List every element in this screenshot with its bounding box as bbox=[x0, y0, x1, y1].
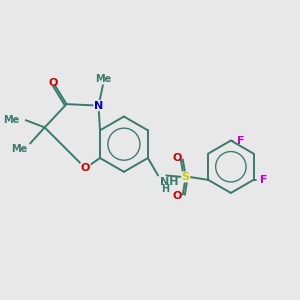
Text: F: F bbox=[237, 136, 245, 146]
Text: O: O bbox=[81, 163, 90, 173]
Text: Me: Me bbox=[11, 144, 27, 154]
Text: Me: Me bbox=[3, 115, 19, 125]
Text: S: S bbox=[182, 172, 190, 182]
Text: F: F bbox=[260, 175, 268, 185]
Text: N: N bbox=[94, 100, 103, 111]
Text: O: O bbox=[172, 191, 182, 201]
Text: O: O bbox=[49, 78, 58, 88]
Text: NH: NH bbox=[160, 177, 178, 187]
Text: H: H bbox=[162, 184, 170, 194]
Text: Me: Me bbox=[95, 74, 112, 84]
Text: O: O bbox=[172, 153, 182, 163]
